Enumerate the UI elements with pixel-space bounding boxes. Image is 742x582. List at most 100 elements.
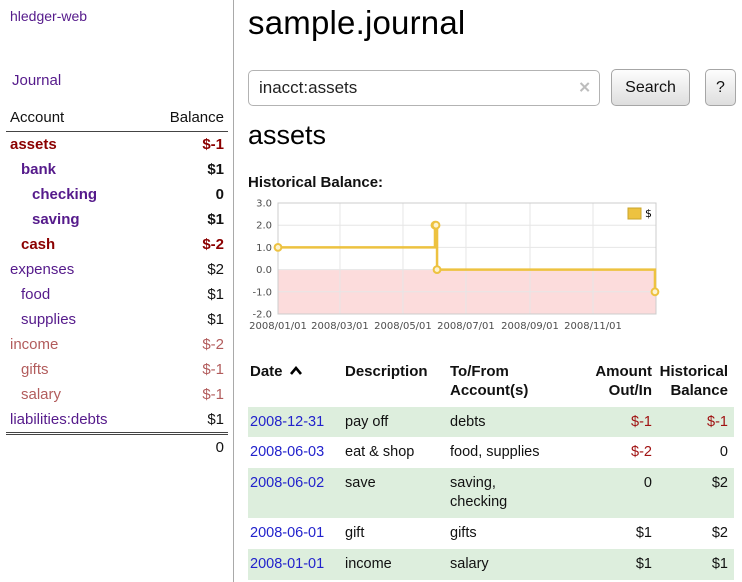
register-header-accounts: To/From Account(s) <box>450 360 568 407</box>
register-row: 2008-12-31 pay off debts $-1 $-1 <box>248 406 734 438</box>
account-row-bank: bank $1 <box>6 157 228 182</box>
account-balance: $-2 <box>202 236 224 253</box>
transaction-date-link[interactable]: 2008-01-01 <box>250 555 325 572</box>
register-header-balance: Historical Balance <box>658 360 734 407</box>
transaction-description: pay off <box>345 413 389 430</box>
transaction-accounts: saving, checking <box>450 475 508 511</box>
transaction-accounts: salary <box>450 555 489 572</box>
transaction-description: income <box>345 555 392 572</box>
transaction-balance: $1 <box>711 555 728 572</box>
description-header-label: Description <box>345 363 428 380</box>
transaction-description: eat & shop <box>345 444 415 461</box>
sidebar-item-journal[interactable]: Journal <box>12 72 62 89</box>
account-link[interactable]: assets <box>10 136 57 153</box>
account-link[interactable]: liabilities:debts <box>10 411 108 428</box>
transaction-description: gift <box>345 524 365 541</box>
account-row-cash: cash $-2 <box>6 232 228 257</box>
transaction-date-cell: 2008-06-02 <box>248 468 345 518</box>
accounts-total-row: 0 <box>6 432 228 456</box>
account-row-income: income $-2 <box>6 332 228 357</box>
account-balance: $1 <box>207 286 224 303</box>
transaction-date-cell: 2008-01-01 <box>248 549 345 580</box>
transaction-amount: $-1 <box>631 413 652 430</box>
transaction-balance: $-1 <box>707 413 728 430</box>
transaction-balance: 0 <box>719 444 728 461</box>
svg-text:2008/11/01: 2008/11/01 <box>564 321 622 332</box>
account-balance: $-2 <box>202 336 224 353</box>
register-header-description: Description <box>345 360 450 407</box>
account-link[interactable]: food <box>21 286 51 303</box>
accounts-total-value: 0 <box>215 439 224 456</box>
clear-search-icon[interactable]: ✕ <box>578 79 591 97</box>
transaction-date-link[interactable]: 2008-06-01 <box>250 524 325 541</box>
transaction-accounts: food, supplies <box>450 444 540 461</box>
amount-header-line2: Out/In <box>608 381 652 399</box>
svg-text:-1.0: -1.0 <box>252 287 272 298</box>
transaction-accounts: debts <box>450 413 486 430</box>
account-balance: $-1 <box>202 386 224 403</box>
account-row-gifts: gifts $-1 <box>6 357 228 382</box>
svg-text:0.0: 0.0 <box>256 265 272 276</box>
register-header-row: Date Description To/From Account(s) Amou… <box>248 360 734 407</box>
search-input[interactable] <box>248 69 600 106</box>
register-header-date[interactable]: Date <box>248 360 345 407</box>
account-link[interactable]: supplies <box>21 311 77 328</box>
register-row: 2008-06-02 save saving, checking 0 $2 <box>248 468 734 518</box>
main-content: sample.journal ✕ Search ? assets Histori… <box>234 0 742 582</box>
account-balance: $1 <box>207 411 224 428</box>
account-balance: $-1 <box>202 136 224 153</box>
account-link[interactable]: salary <box>21 386 62 403</box>
transaction-date-link[interactable]: 2008-12-31 <box>250 413 325 430</box>
account-link[interactable]: checking <box>32 186 98 203</box>
account-row-liabilities-debts: liabilities:debts $1 <box>6 407 228 432</box>
account-row-supplies: supplies $1 <box>6 307 228 332</box>
account-row-saving: saving $1 <box>6 207 228 232</box>
account-heading: assets <box>248 120 327 150</box>
svg-text:2008/01/01: 2008/01/01 <box>249 321 307 332</box>
transaction-amount: $-2 <box>631 444 652 461</box>
register-row: 2008-06-03 eat & shop food, supplies $-2 0 <box>248 437 734 468</box>
account-link[interactable]: gifts <box>21 361 49 378</box>
search-input-wrap: ✕ <box>248 69 600 106</box>
account-link[interactable]: bank <box>21 161 57 178</box>
accounts-header-line1: To/From <box>450 363 509 380</box>
transaction-date-link[interactable]: 2008-06-02 <box>250 475 325 492</box>
svg-text:1.0: 1.0 <box>256 243 272 254</box>
svg-text:3.0: 3.0 <box>256 199 272 210</box>
chart-title: Historical Balance: <box>248 174 384 191</box>
accounts-panel: Account Balance assets $-1 bank $1 checking 0… <box>6 106 228 456</box>
register-table: Date Description To/From Account(s) Amou… <box>248 360 734 580</box>
svg-text:2008/09/01: 2008/09/01 <box>501 321 559 332</box>
amount-header-line1: Amount <box>595 363 652 380</box>
account-link[interactable]: saving <box>32 211 80 228</box>
register-row: 2008-01-01 income salary $1 $1 <box>248 548 734 580</box>
account-balance: $1 <box>207 161 224 178</box>
accounts-table-header: Account Balance <box>6 106 228 132</box>
transaction-date-link[interactable]: 2008-06-03 <box>250 444 325 461</box>
account-row-expenses: expenses $2 <box>6 257 228 282</box>
transaction-amount: $1 <box>635 524 652 541</box>
account-link[interactable]: income <box>10 336 59 353</box>
sort-ascending-icon <box>289 366 302 375</box>
page-title: sample.journal <box>248 4 466 41</box>
search-button[interactable]: Search <box>611 69 690 106</box>
register-header-amount: Amount Out/In <box>568 360 658 407</box>
transaction-amount: 0 <box>643 475 652 492</box>
transaction-accounts: gifts <box>450 524 477 541</box>
search-bar: ✕ Search ? <box>248 69 736 106</box>
svg-text:-2.0: -2.0 <box>252 310 272 321</box>
svg-text:2.0: 2.0 <box>256 221 272 232</box>
transaction-amount: $1 <box>635 555 652 572</box>
date-header-label: Date <box>250 363 283 380</box>
account-balance: $-1 <box>202 361 224 378</box>
transaction-balance: $2 <box>711 524 728 541</box>
app-title-link[interactable]: hledger-web <box>10 8 88 24</box>
sidebar: hledger-web Journal Account Balance asse… <box>0 0 234 582</box>
account-link[interactable]: expenses <box>10 261 75 278</box>
register-row: 2008-06-01 gift gifts $1 $2 <box>248 518 734 549</box>
account-balance: $1 <box>207 211 224 228</box>
help-button[interactable]: ? <box>705 69 736 106</box>
account-link[interactable]: cash <box>21 236 56 253</box>
account-row-checking: checking 0 <box>6 182 228 207</box>
transaction-date-cell: 2008-06-01 <box>248 518 345 549</box>
